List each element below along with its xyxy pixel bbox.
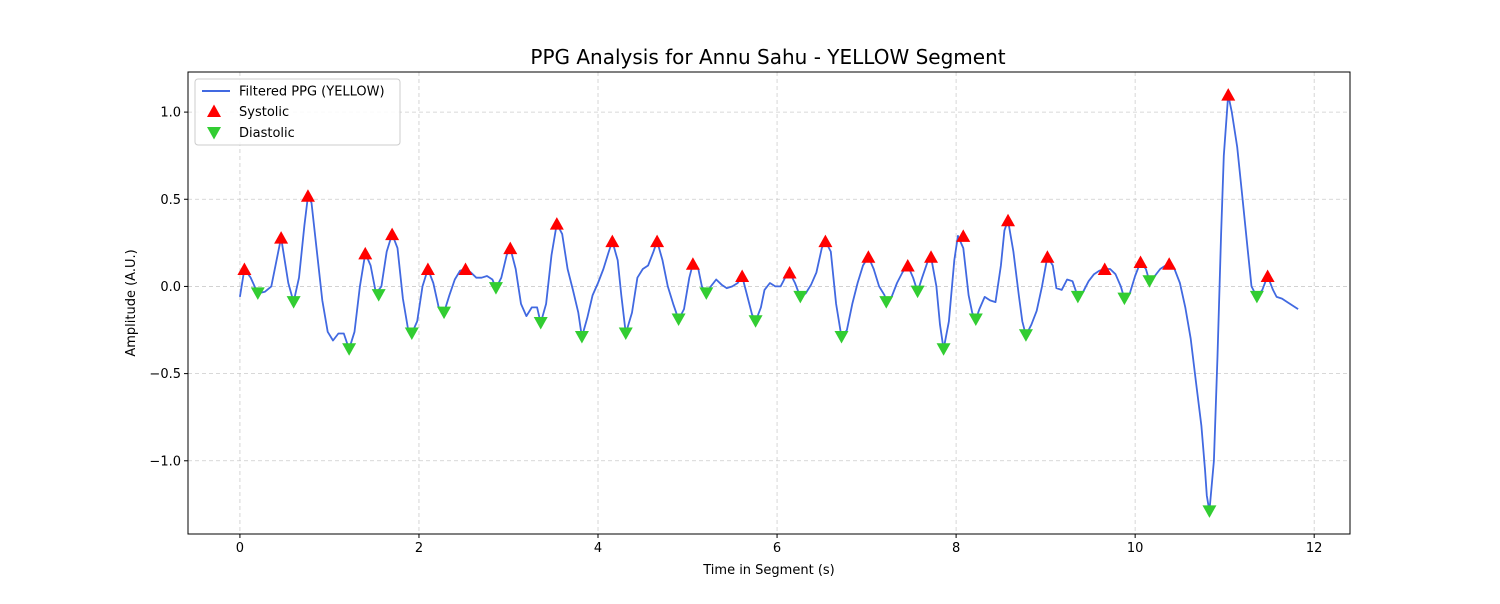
x-tick-label: 10	[1127, 541, 1144, 556]
systolic-peak-marker	[685, 257, 700, 270]
diastolic-point-marker	[1142, 275, 1157, 288]
legend-label-diastolic: Diastolic	[239, 126, 295, 141]
systolic-peak-marker	[503, 241, 518, 255]
diastolic-point-marker	[1117, 292, 1132, 306]
diastolic-point-marker	[748, 315, 763, 328]
diastolic-point-marker	[1249, 290, 1264, 304]
y-tick-label: 1.0	[160, 106, 181, 121]
diastolic-point-marker	[250, 287, 265, 300]
systolic-peak-marker	[956, 229, 971, 242]
legend-diastolic-marker	[207, 127, 221, 140]
diastolic-point-marker	[404, 327, 419, 341]
y-tick-label: 0.0	[160, 280, 181, 295]
y-axis-ticks: −1.0 −0.5 0.0 0.5 1.0	[149, 106, 188, 469]
plot-series	[237, 88, 1299, 518]
ppg-signal-line	[239, 93, 1299, 513]
grid-lines	[188, 72, 1350, 534]
x-tick-label: 0	[236, 541, 244, 556]
diastolic-point-marker	[488, 282, 503, 295]
x-tick-label: 2	[415, 541, 423, 556]
diastolic-point-marker	[879, 296, 894, 309]
y-tick-label: 0.5	[160, 193, 181, 208]
x-tick-label: 8	[952, 541, 960, 556]
legend-systolic-marker	[207, 104, 221, 117]
diastolic-point-marker	[1070, 290, 1085, 304]
systolic-peak-marker	[358, 246, 373, 260]
systolic-peak-marker	[385, 227, 400, 241]
diastolic-point-marker	[1202, 505, 1217, 518]
systolic-peak-marker	[549, 217, 564, 230]
diastolic-point-marker	[936, 343, 951, 356]
systolic-peak-marker	[735, 269, 750, 282]
systolic-peak-marker	[861, 250, 876, 263]
systolic-peak-marker	[605, 234, 620, 248]
legend: Filtered PPG (YELLOW) Systolic Diastolic	[194, 78, 401, 146]
legend-box	[194, 78, 401, 146]
diastolic-point-marker	[968, 313, 983, 327]
x-axis-ticks: 0 2 4 6 8 10 12	[236, 534, 1323, 556]
legend-label-filtered: Filtered PPG (YELLOW)	[239, 85, 385, 100]
systolic-peak-marker	[1260, 269, 1275, 282]
systolic-peak-marker	[1162, 257, 1177, 270]
diastolic-point-marker	[910, 285, 925, 299]
systolic-peak-marker	[1221, 88, 1236, 101]
systolic-peak-marker	[237, 262, 252, 276]
diastolic-point-marker	[834, 330, 849, 344]
systolic-peak-marker	[274, 231, 289, 244]
systolic-peak-marker	[818, 234, 833, 248]
diastolic-point-marker	[574, 330, 589, 344]
x-tick-label: 4	[594, 541, 602, 556]
diastolic-point-marker	[671, 313, 686, 327]
systolic-peak-marker	[1001, 213, 1016, 227]
chart-title: PPG Analysis for Annu Sahu - YELLOW Segm…	[530, 45, 1005, 69]
diastolic-point-marker	[618, 327, 633, 341]
legend-label-systolic: Systolic	[239, 105, 289, 120]
systolic-peak-marker	[650, 234, 665, 248]
diastolic-point-marker	[371, 289, 386, 302]
y-tick-label: −1.0	[149, 454, 181, 469]
diastolic-point-marker	[793, 290, 808, 304]
plot-area	[187, 71, 1351, 535]
y-tick-label: −0.5	[149, 367, 181, 382]
y-axis-label: Amplitude (A.U.)	[124, 249, 139, 356]
diastolic-point-marker	[1018, 329, 1033, 342]
diastolic-point-marker	[437, 306, 452, 320]
systolic-peak-marker	[1133, 255, 1148, 269]
systolic-peak-marker	[420, 262, 435, 276]
systolic-peak-marker	[782, 265, 797, 279]
diastolic-point-marker	[286, 296, 301, 309]
x-axis-label: Time in Segment (s)	[702, 563, 834, 578]
systolic-peak-marker	[458, 262, 473, 276]
systolic-peak-marker	[300, 189, 315, 202]
x-tick-label: 12	[1306, 541, 1323, 556]
systolic-peak-marker	[924, 250, 939, 263]
systolic-peak-marker	[1097, 262, 1112, 276]
x-tick-label: 6	[773, 541, 781, 556]
diastolic-point-marker	[699, 287, 714, 300]
systolic-peak-marker	[1040, 250, 1055, 263]
diastolic-point-marker	[533, 317, 548, 330]
diastolic-point-marker	[342, 343, 357, 356]
systolic-peak-marker	[900, 259, 915, 272]
